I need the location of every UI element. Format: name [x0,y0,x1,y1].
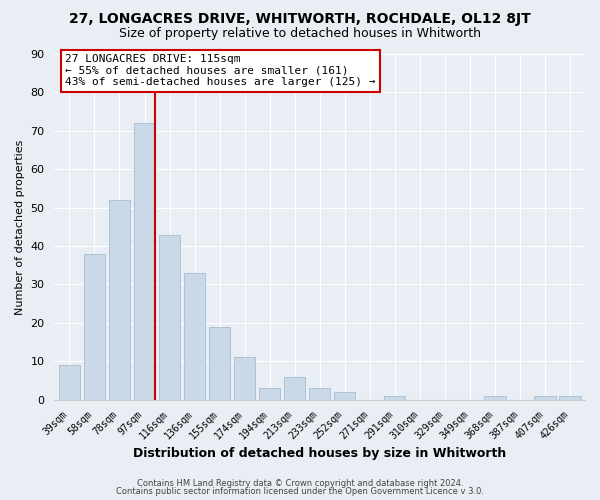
Bar [134,123,155,400]
Bar [184,273,205,400]
Bar [309,388,331,400]
Text: Contains public sector information licensed under the Open Government Licence v : Contains public sector information licen… [116,487,484,496]
Text: Contains HM Land Registry data © Crown copyright and database right 2024.: Contains HM Land Registry data © Crown c… [137,478,463,488]
Bar [209,326,230,400]
Bar [234,358,255,400]
Text: 27 LONGACRES DRIVE: 115sqm
← 55% of detached houses are smaller (161)
43% of sem: 27 LONGACRES DRIVE: 115sqm ← 55% of deta… [65,54,376,87]
Bar [334,392,355,400]
Text: 27, LONGACRES DRIVE, WHITWORTH, ROCHDALE, OL12 8JT: 27, LONGACRES DRIVE, WHITWORTH, ROCHDALE… [69,12,531,26]
Bar [535,396,556,400]
Bar [384,396,406,400]
Bar [259,388,280,400]
Bar [284,376,305,400]
Bar [484,396,506,400]
X-axis label: Distribution of detached houses by size in Whitworth: Distribution of detached houses by size … [133,447,506,460]
Bar [59,365,80,400]
Text: Size of property relative to detached houses in Whitworth: Size of property relative to detached ho… [119,28,481,40]
Y-axis label: Number of detached properties: Number of detached properties [15,139,25,314]
Bar [159,234,180,400]
Bar [84,254,105,400]
Bar [559,396,581,400]
Bar [109,200,130,400]
